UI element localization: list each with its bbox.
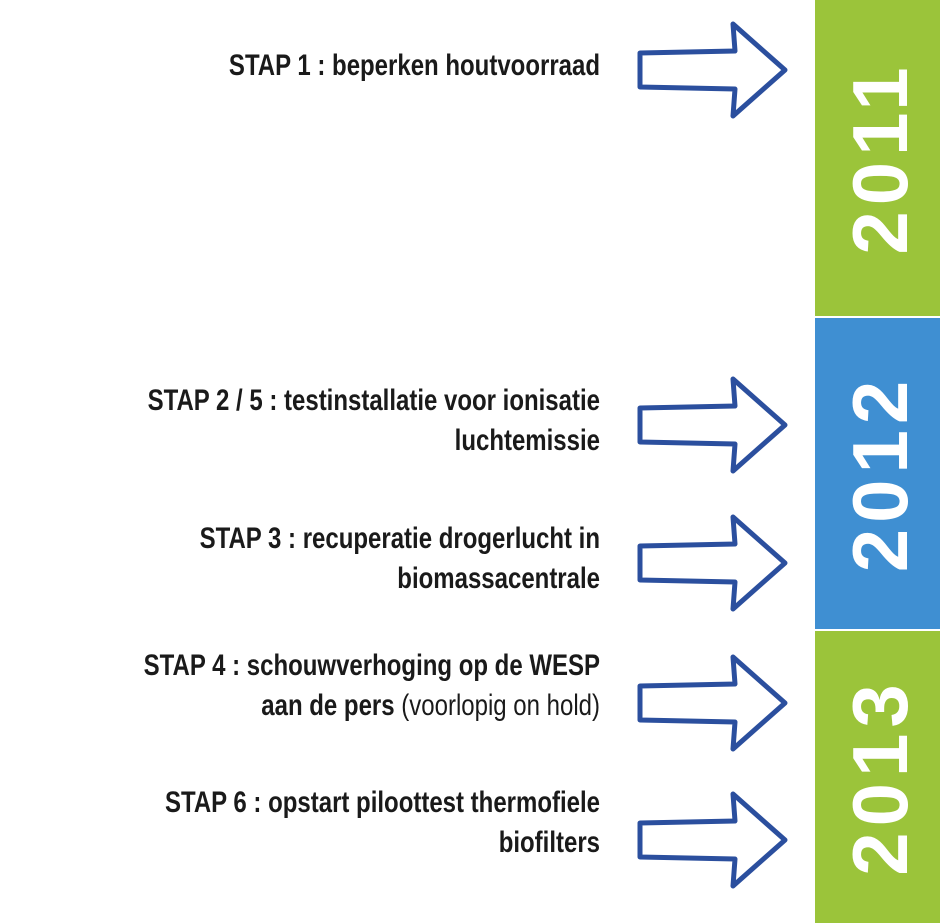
step-line: STAP 3 : recuperatie drogerlucht in [200,520,600,554]
step-line: luchtemissie [455,422,600,456]
step-text: STAP 1 : beperken houtvoorraad [229,47,600,81]
step-text-part: aan de pers [261,687,401,721]
step-line: STAP 4 : schouwverhoging op de WESP [144,647,600,681]
year-label: 2011 [836,61,924,254]
step-text: luchtemissie [455,422,600,456]
step-text-part: STAP 4 : schouwverhoging op de WESP [144,647,600,681]
year-label: 2012 [836,375,924,573]
year-band [815,631,940,923]
step-text-part: (voorlopig on hold) [401,687,600,721]
step-text-part: STAP 1 : beperken houtvoorraad [229,47,600,81]
step-line: STAP 6 : opstart piloottest thermofiele [165,784,600,818]
step-line: biofilters [499,824,600,858]
step-line: STAP 2 / 5 : testinstallatie voor ionisa… [148,382,600,416]
step-text: biomassacentrale [397,560,600,594]
arrow [637,21,788,119]
step-text-part: STAP 3 : recuperatie drogerlucht in [200,520,600,554]
step-text-part: STAP 6 : opstart piloottest thermofiele [165,784,600,818]
year-label: 2013 [836,678,924,876]
arrow [637,654,788,752]
step-line: STAP 1 : beperken houtvoorraad [229,47,600,81]
step-text: biofilters [499,824,600,858]
arrow [637,791,788,889]
step-text-part: biomassacentrale [397,560,600,594]
step-line: biomassacentrale [397,560,600,594]
step-text: STAP 2 / 5 : testinstallatie voor ionisa… [148,382,600,416]
step-text-part: luchtemissie [455,422,600,456]
step-text-part: STAP 2 / 5 : testinstallatie voor ionisa… [148,382,600,416]
year-band [815,318,940,629]
step-text-part: biofilters [499,824,600,858]
step-text: STAP 6 : opstart piloottest thermofiele [165,784,600,818]
step-text: STAP 3 : recuperatie drogerlucht in [200,520,600,554]
step-line: aan de pers (voorlopig on hold) [261,687,600,721]
arrow [637,376,788,474]
year-band [815,0,940,316]
step-text: STAP 4 : schouwverhoging op de WESP [144,647,600,681]
arrow [637,514,788,612]
step-text: aan de pers (voorlopig on hold) [261,687,600,721]
